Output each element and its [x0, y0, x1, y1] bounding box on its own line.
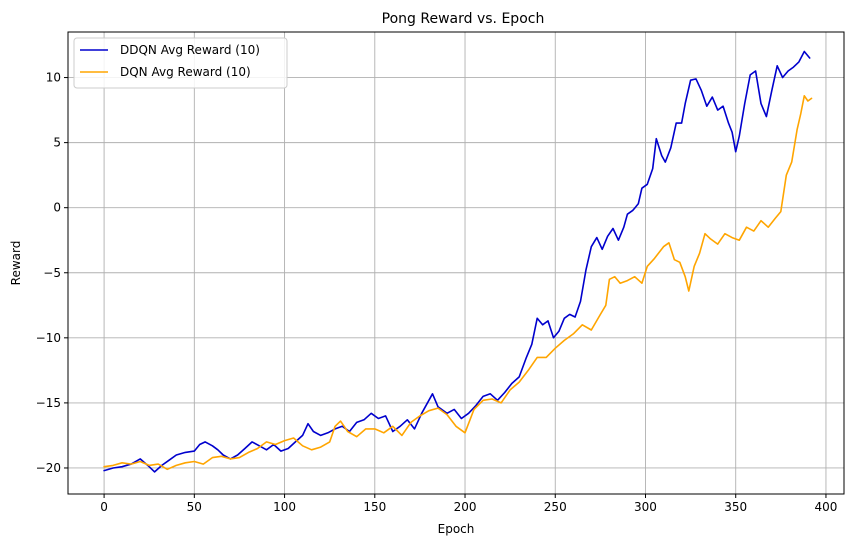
legend-box [73, 37, 288, 89]
x-tick-label: 200 [454, 500, 477, 514]
y-tick-label: −20 [36, 461, 61, 475]
legend: DDQN Avg Reward (10) DQN Avg Reward (10) [73, 37, 288, 89]
y-axis-title: Reward [9, 241, 23, 286]
series-line-ddqn [103, 50, 811, 473]
x-tick-label: 50 [187, 500, 202, 514]
y-tick-label: 10 [46, 71, 61, 85]
x-tick-label: 150 [363, 500, 386, 514]
grid [68, 32, 844, 494]
x-tick-label: 300 [634, 500, 657, 514]
x-tick-label: 350 [724, 500, 747, 514]
x-tick-label: 400 [815, 500, 838, 514]
y-tick-label: −15 [36, 396, 61, 410]
series-layer [103, 50, 813, 473]
x-axis: 0 50 100 150 200 250 300 350 400 [100, 494, 837, 514]
y-tick-label: −5 [43, 266, 61, 280]
series-line-dqn [103, 95, 813, 471]
y-tick-label: 5 [53, 136, 61, 150]
y-tick-label: 0 [53, 201, 61, 215]
legend-label-ddqn: DDQN Avg Reward (10) [120, 43, 260, 57]
plot-frame [67, 31, 845, 495]
x-tick-label: 250 [544, 500, 567, 514]
x-tick-label: 100 [273, 500, 296, 514]
x-tick-label: 0 [100, 500, 108, 514]
chart-title: Pong Reward vs. Epoch [382, 11, 545, 27]
y-tick-label: −10 [36, 331, 61, 345]
legend-label-dqn: DQN Avg Reward (10) [120, 65, 251, 79]
x-axis-title: Epoch [438, 522, 475, 536]
y-axis: −20 −15 −10 −5 0 5 10 [36, 71, 68, 475]
